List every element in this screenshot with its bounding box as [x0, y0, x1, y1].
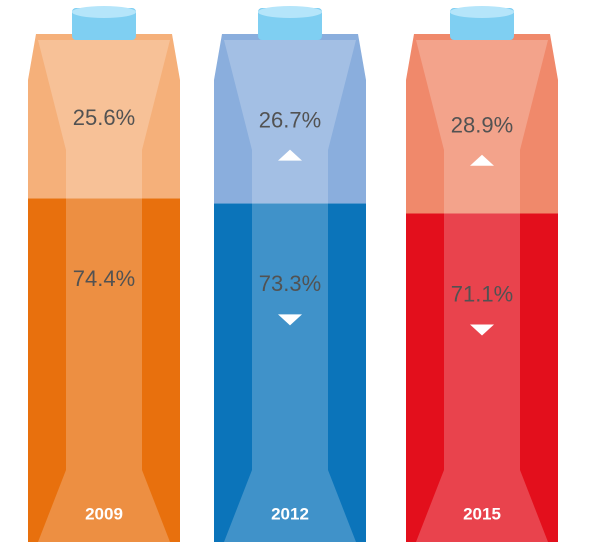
value-label: 28.9%	[451, 113, 513, 138]
value-label: 74.4%	[73, 266, 135, 291]
value-label: 71.1%	[451, 281, 513, 306]
segment	[28, 198, 180, 542]
value-label: 26.7%	[259, 107, 321, 132]
value-label: 25.6%	[73, 105, 135, 130]
carton-panel	[416, 40, 548, 542]
carton-cap-top	[72, 6, 136, 18]
carton-cap-top	[450, 6, 514, 18]
segment	[214, 34, 366, 204]
category-label: 2009	[85, 504, 123, 523]
value-label: 73.3%	[259, 271, 321, 296]
carton-cap-top	[258, 6, 322, 18]
segment	[406, 34, 558, 214]
carton-panel	[224, 40, 356, 542]
change-arrow	[278, 149, 302, 161]
segment	[406, 213, 558, 542]
carton-panel	[38, 40, 170, 542]
change-arrow	[470, 154, 494, 166]
category-label: 2012	[271, 504, 309, 523]
segment	[214, 203, 366, 542]
category-label: 2015	[463, 504, 501, 523]
change-arrow	[470, 324, 494, 336]
segment	[28, 34, 180, 199]
change-arrow	[278, 314, 302, 326]
